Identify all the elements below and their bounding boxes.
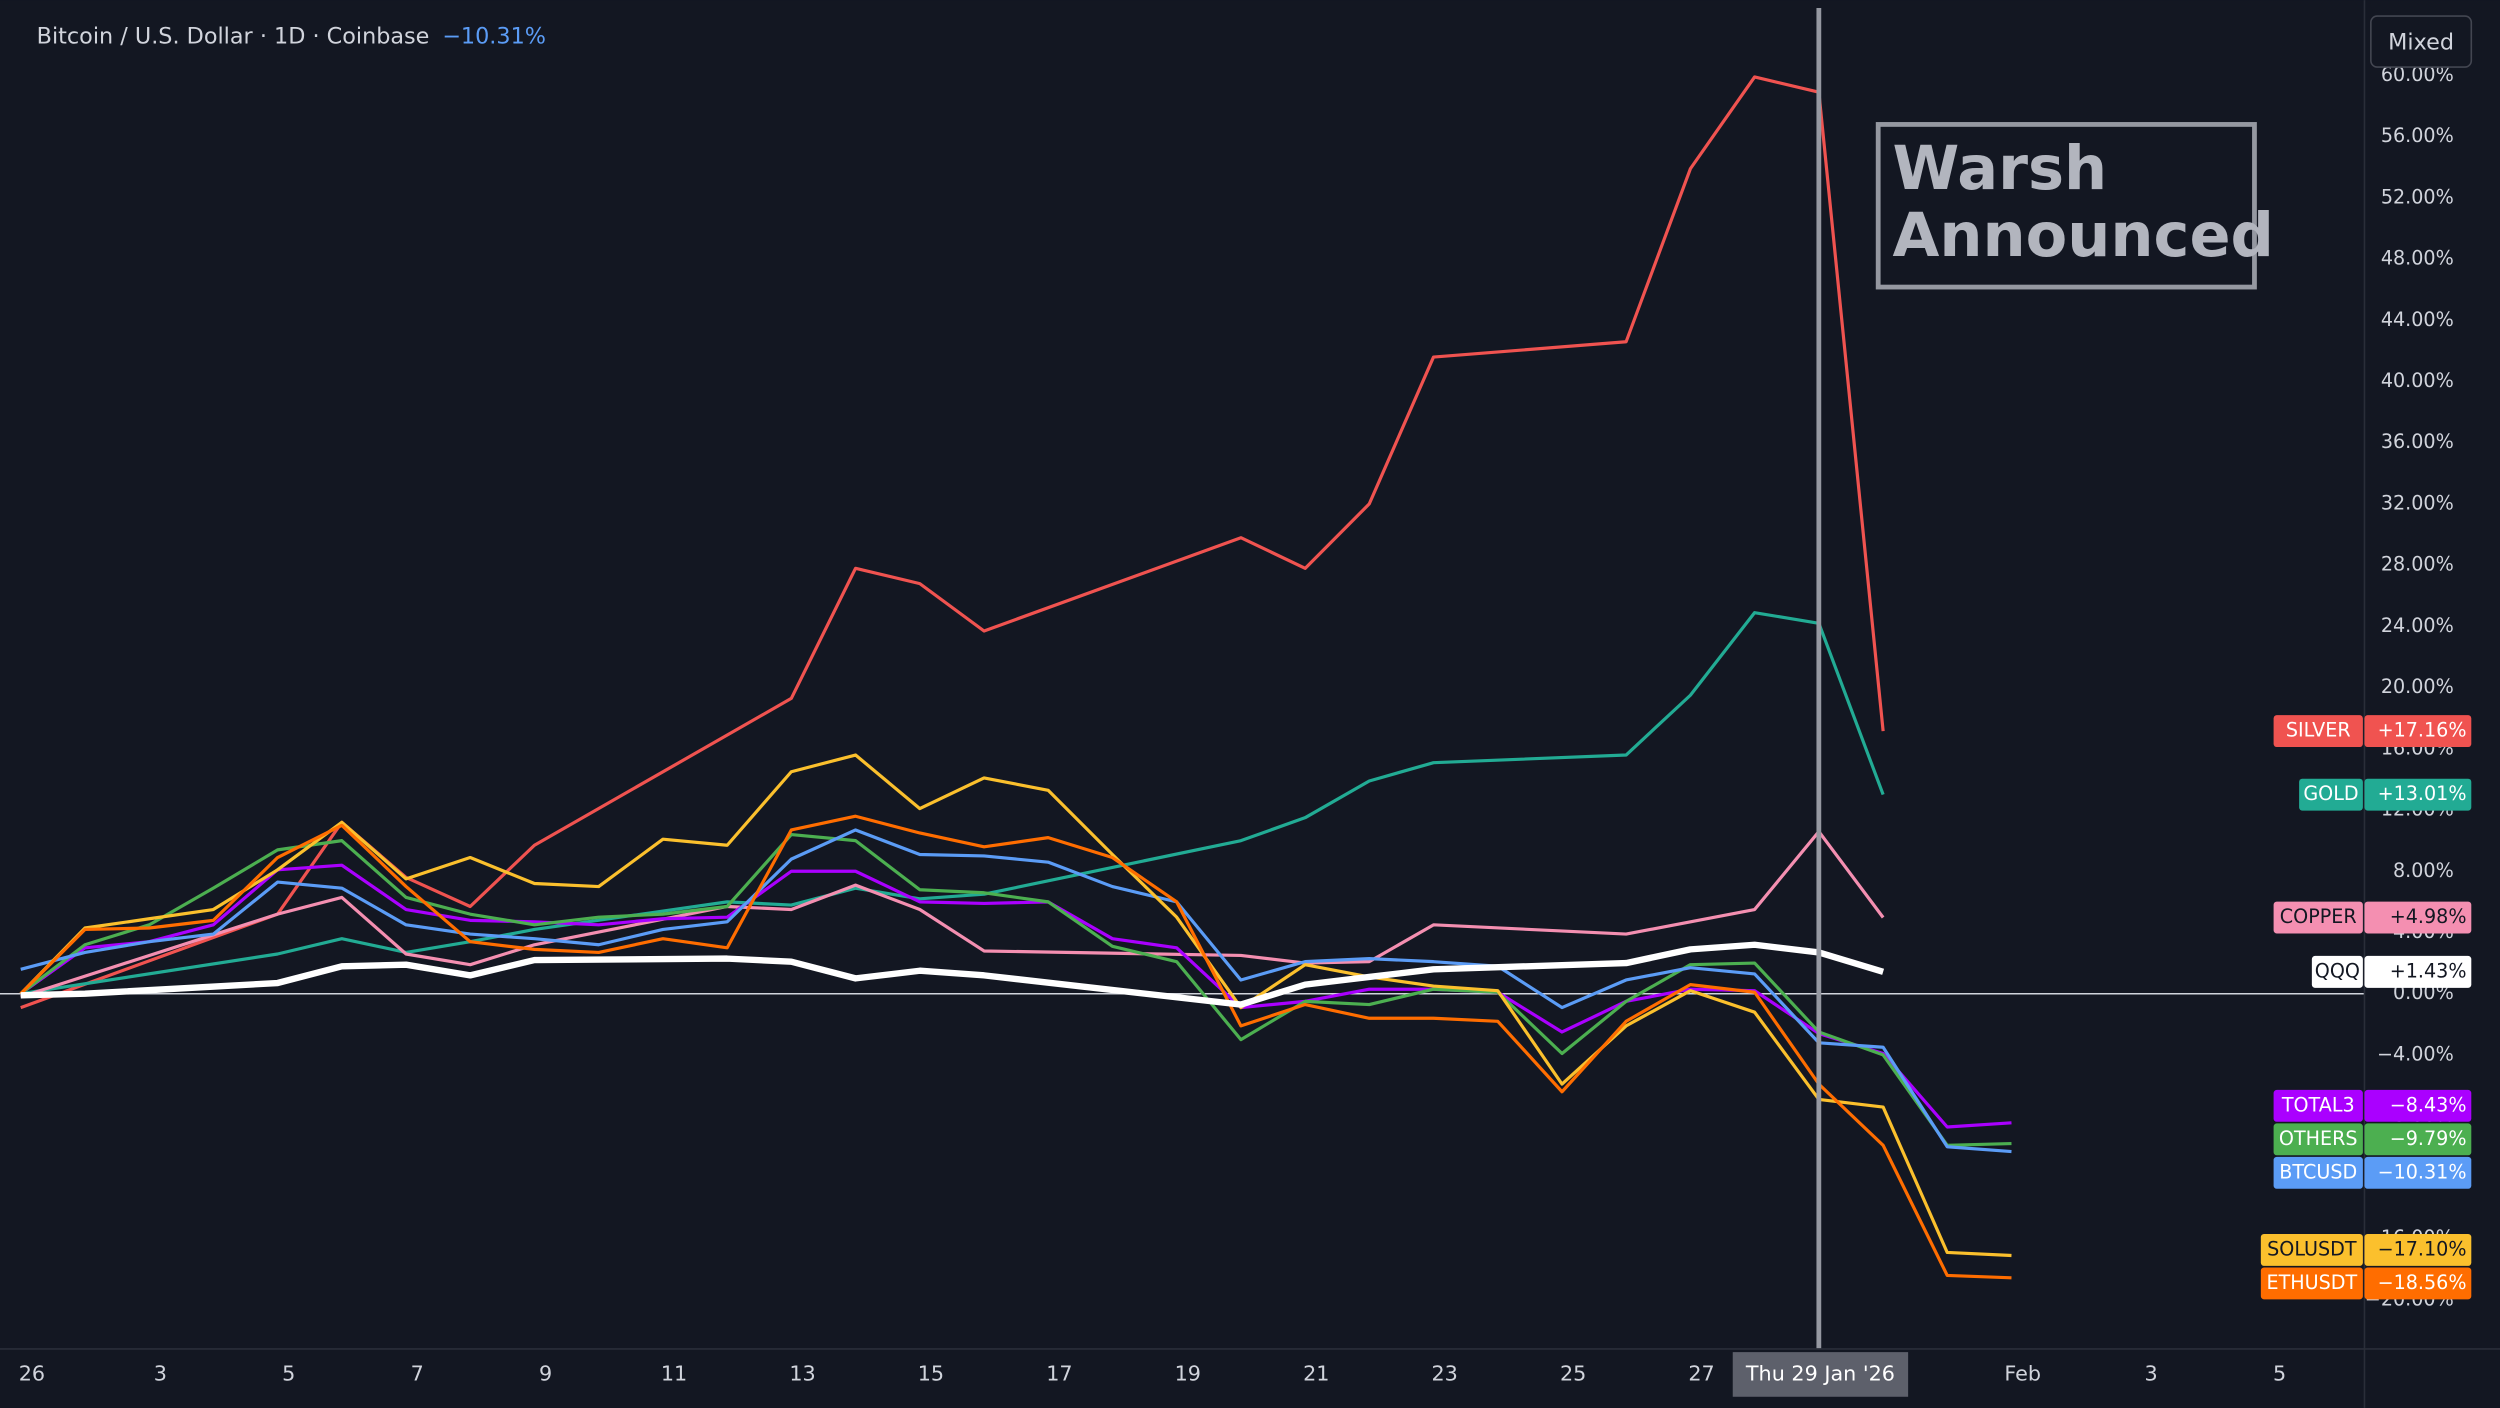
- badge-name: ETHUSDT: [2267, 1271, 2358, 1294]
- badge-value: −17.10%: [2378, 1237, 2467, 1260]
- y-tick-label: 56.00%: [2381, 124, 2454, 147]
- badge-name-box: [2260, 1233, 2363, 1266]
- badge-name: GOLD: [2303, 782, 2358, 805]
- title-change: −10.31%: [442, 23, 546, 49]
- y-tick-label: 40.00%: [2381, 369, 2454, 392]
- badge-name: QQQ: [2315, 959, 2360, 982]
- series-line: [20, 829, 1885, 999]
- badge-value-box: [2364, 901, 2472, 934]
- y-tick-label: 8.00%: [2393, 859, 2454, 882]
- x-tick-label: 11: [661, 1361, 687, 1385]
- x-tick-label: 17: [1046, 1361, 1072, 1385]
- badge-value-box: [2364, 778, 2472, 811]
- mode-button-label[interactable]: Mixed: [2388, 30, 2454, 56]
- badge-name-box: [2273, 1089, 2363, 1122]
- badge-value: +4.98%: [2390, 905, 2467, 928]
- y-tick-label: 24.00%: [2381, 614, 2454, 637]
- crosshair-label-box: [1732, 1352, 1909, 1397]
- x-tick-label: 13: [789, 1361, 815, 1385]
- badge-name-box: [2273, 1156, 2363, 1189]
- badge-value-box: [2364, 1233, 2472, 1266]
- badge-name-box: [2311, 955, 2363, 988]
- badge-name-box: [2260, 1267, 2363, 1300]
- x-tick-label: 23: [1432, 1361, 1458, 1385]
- badge-value-box: [2364, 715, 2472, 748]
- badge-name: COPPER: [2280, 905, 2357, 928]
- x-tick-label: 21: [1303, 1361, 1329, 1385]
- badge-value-box: [2364, 1123, 2472, 1156]
- x-tick-label: 7: [411, 1361, 424, 1385]
- series-line: [20, 828, 2012, 1154]
- badge-value: −18.56%: [2378, 1271, 2467, 1294]
- y-tick-label: −4.00%: [2377, 1042, 2454, 1065]
- y-tick-label: 32.00%: [2381, 491, 2454, 514]
- badge-name: OTHERS: [2279, 1127, 2358, 1150]
- badge-value: −9.79%: [2390, 1127, 2467, 1150]
- badge-value: −8.43%: [2390, 1093, 2467, 1116]
- y-tick-label: 36.00%: [2381, 430, 2454, 453]
- x-tick-label: 27: [1688, 1361, 1714, 1385]
- badge-name: BTCUSD: [2279, 1160, 2357, 1183]
- x-tick-label: 26: [19, 1361, 45, 1385]
- axes: −20.00%−16.00%−12.00%−8.00%−4.00%0.00%4.…: [19, 63, 2472, 1397]
- badge-value: +13.01%: [2378, 782, 2467, 805]
- annotation-box: [1875, 122, 2257, 290]
- x-tick-label: 3: [154, 1361, 167, 1385]
- x-tick-label: 25: [1560, 1361, 1586, 1385]
- y-tick-label: 20.00%: [2381, 675, 2454, 698]
- badge-name: SILVER: [2286, 719, 2351, 742]
- x-tick-label: 3: [2145, 1361, 2158, 1385]
- title-text: Bitcoin / U.S. Dollar · 1D · Coinbase: [37, 23, 430, 49]
- badge-name-box: [2273, 715, 2363, 748]
- y-tick-label: 28.00%: [2381, 553, 2454, 576]
- annotation-text: Warsh: [1893, 134, 2108, 204]
- series-line: [20, 941, 1885, 1008]
- badge-name-box: [2299, 778, 2363, 811]
- badge-value-box: [2364, 955, 2472, 988]
- plot-area: [0, 75, 2365, 1280]
- badge-value-box: [2364, 1156, 2472, 1189]
- annotation-text: Announced: [1893, 201, 2274, 271]
- series-line: [19, 814, 2012, 1280]
- x-tick-label: 15: [918, 1361, 944, 1385]
- x-tick-label: 9: [539, 1361, 552, 1385]
- x-tick-label: 5: [282, 1361, 295, 1385]
- badge-name-box: [2273, 901, 2363, 934]
- x-tick-label: 5: [2273, 1361, 2286, 1385]
- badge-value: −10.31%: [2378, 1160, 2467, 1183]
- series-line: [20, 611, 1885, 996]
- badge-name: TOTAL3: [2281, 1093, 2355, 1116]
- mode-button[interactable]: [2370, 15, 2473, 68]
- x-tick-label: 19: [1175, 1361, 1201, 1385]
- y-tick-label: 52.00%: [2381, 185, 2454, 208]
- y-tick-label: 44.00%: [2381, 308, 2454, 331]
- badge-value-box: [2364, 1089, 2472, 1122]
- y-tick-label: 60.00%: [2381, 63, 2454, 86]
- badge-value: +17.16%: [2378, 719, 2467, 742]
- chart-title: Bitcoin / U.S. Dollar · 1D · Coinbase −10…: [37, 23, 546, 49]
- series-line: [19, 753, 2012, 1258]
- badge-value: +1.43%: [2390, 959, 2467, 982]
- badge-name: SOLUSDT: [2267, 1237, 2357, 1260]
- badge-name-box: [2273, 1123, 2363, 1156]
- x-tick-label: Feb: [2004, 1361, 2041, 1385]
- badge-value-box: [2364, 1267, 2472, 1300]
- y-tick-label: 48.00%: [2381, 247, 2454, 270]
- crosshair-label: Thu 29 Jan '26: [1745, 1361, 1895, 1385]
